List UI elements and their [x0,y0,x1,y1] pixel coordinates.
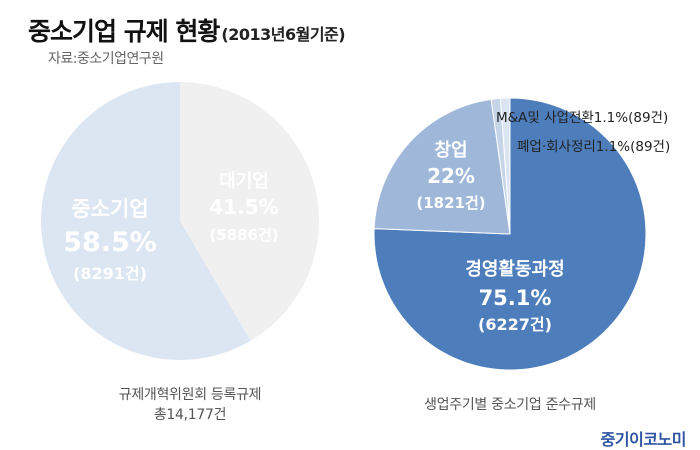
right-slice-1-count: (1821건) [416,194,485,212]
left-slice-1-percent: 41.5% [209,195,278,219]
left-caption-line1: 규제개혁위원회 등록규제 [118,387,262,403]
left-pie-slice-1 [180,82,319,341]
right-slice-2-callout: M&A및 사업전환1.1%(89건) [496,110,668,126]
left-slice-0-count: (8291건) [73,264,147,283]
left-slice-0-percent: 58.5% [63,227,157,258]
title-text: 중소기업 규제 현황 [28,17,220,46]
left-caption-line2: 총14,177건 [153,407,227,423]
right-chart-caption: 생업주기별 중소기업 준수규제 [424,397,596,413]
source-note: 자료:중소기업연구원 [48,51,164,67]
left-chart-caption: 규제개혁위원회 등록규제 총14,177건 [60,385,320,425]
right-pie-slice-3 [500,97,511,235]
right-slice-0-count: (6227건) [478,315,552,334]
left-pie-slice-0 [40,81,251,360]
right-slice-0-percent: 75.1% [479,286,552,310]
brand-logo-text: 중기이코노미 [600,430,687,449]
right-slice-0-name: 경영활동과정 [465,259,564,280]
title-suffix: (2013년6월기준) [221,25,346,44]
right-slice-3-callout: 폐업·회사정리1.1%(89건) [517,139,670,155]
left-slice-0-name: 중소기업 [71,197,148,221]
right-slice-1-name: 창업 [434,140,467,161]
right-slice-1-percent: 22% [427,164,475,188]
left-slice-1-name: 대기업 [219,171,269,192]
chart-title: 중소기업 규제 현황 (2013년6월기준) [28,12,346,48]
right-pie-slice-1 [373,98,511,235]
left-slice-1-count: (5886건) [209,226,278,244]
